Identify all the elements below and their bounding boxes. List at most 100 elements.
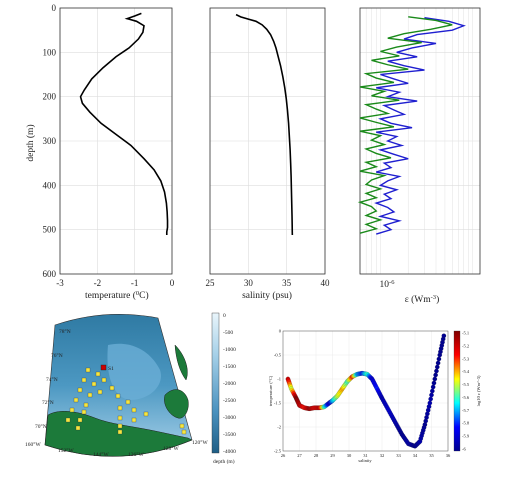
dissipation-plot-frame <box>359 7 481 275</box>
panel-temperature: -3 -2 -1 0 0 100 200 300 400 500 600 temperature … <box>25 3 175 301</box>
station-marker <box>73 397 79 403</box>
station-marker <box>91 381 97 387</box>
station-marker <box>85 367 91 373</box>
depth-y-tick: 400 <box>43 180 57 190</box>
ts-colorbar-tick: -5.7 <box>462 408 470 413</box>
map-lon-label: 128°W <box>163 445 179 452</box>
station-marker <box>69 407 75 413</box>
ts-xlabel: salinity <box>358 458 372 463</box>
ts-y-tick: 0 <box>279 329 282 334</box>
station-marker <box>95 371 101 377</box>
station-marker <box>101 377 107 383</box>
dissipation-series-green <box>357 16 453 234</box>
ts-point <box>430 384 436 390</box>
ts-point <box>433 372 438 378</box>
map-colorbar-tick: -2000 <box>223 381 236 387</box>
station-marker <box>83 402 89 408</box>
station-marker <box>117 405 123 411</box>
ts-colorbar-tick: -5.2 <box>462 343 469 348</box>
map-lat-label: 72°N <box>42 399 54 406</box>
ts-point <box>428 396 433 402</box>
station-marker <box>81 409 87 415</box>
ts-point <box>436 356 442 362</box>
depth-y-tick: 300 <box>43 136 57 146</box>
station-marker <box>109 385 115 391</box>
station-marker <box>181 429 187 435</box>
ts-x-tick: 30 <box>347 453 352 458</box>
ts-colorbar-tick: -5.1 <box>462 331 469 336</box>
depth-y-tick: 600 <box>43 269 57 279</box>
station-marker <box>131 407 137 413</box>
ts-point <box>432 376 438 382</box>
station-s1-label: S1 <box>108 366 114 372</box>
temperature-x-tick: 0 <box>170 278 175 288</box>
ts-point <box>434 368 439 374</box>
degree-superscript: 0 <box>136 290 139 297</box>
map-colorbar-tick: -500 <box>223 330 233 336</box>
station-marker <box>81 377 87 383</box>
panel-salinity: 25 30 35 40 salinity (psu) <box>206 7 331 301</box>
station-marker <box>77 387 83 393</box>
map-colorbar <box>211 312 220 454</box>
map-colorbar-label: depth (m) <box>213 458 235 465</box>
map-colorbar-tick: -2500 <box>223 398 236 404</box>
ts-colorbar-tick: -5.9 <box>462 434 470 439</box>
map-land-island <box>164 389 189 419</box>
temperature-profile-line <box>79 12 169 235</box>
map-lon-label: 136°W <box>128 451 144 458</box>
station-marker <box>77 417 83 423</box>
map-colorbar-tick: 0 <box>223 313 226 319</box>
ts-colorbar-label: log10 ε (Wm^-3) <box>476 375 481 406</box>
ts-x-tick: 29 <box>330 453 335 458</box>
station-marker <box>97 389 103 395</box>
ts-colorbar-tick: -5.6 <box>462 395 470 400</box>
map-lon-label: 160°W <box>25 441 41 448</box>
depth-y-tick: 200 <box>43 92 57 102</box>
temperature-x-tick: -3 <box>56 278 64 288</box>
ts-point <box>435 360 441 366</box>
salinity-profile-line <box>235 13 294 236</box>
ts-x-tick: 33 <box>396 453 401 458</box>
map-lat-label: 70°N <box>35 423 47 430</box>
ts-colorbar-tick: -5.3 <box>462 356 470 361</box>
salinity-x-tick: 25 <box>206 278 216 288</box>
ts-y-tick: -2 <box>277 425 281 430</box>
map-lon-label: 152°W <box>58 447 74 454</box>
station-marker <box>117 423 123 429</box>
map-colorbar-tick: -3000 <box>223 415 236 421</box>
salinity-x-tick: 40 <box>321 278 331 288</box>
panel-dissipation: 10-6 ε (Wm-3) <box>357 7 481 305</box>
ts-x-tick: 28 <box>314 453 319 458</box>
dissipation-series-blue <box>374 17 466 235</box>
ts-colorbar-tick: -5.5 <box>462 382 470 387</box>
map-colorbar-tick: -4000 <box>223 449 236 455</box>
map-colorbar-tick: -3500 <box>223 432 236 438</box>
ts-colorbar <box>453 330 461 452</box>
ts-colorbar-tick: -5.4 <box>462 369 470 374</box>
ts-point <box>430 388 435 394</box>
ts-plot-frame <box>282 330 449 452</box>
map-lon-label: 144°W <box>93 451 109 458</box>
station-marker <box>131 417 137 423</box>
ts-x-tick: 36 <box>446 453 451 458</box>
ts-point <box>429 392 434 398</box>
temperature-axis-label: temperature (0C) <box>85 290 149 302</box>
ts-point <box>427 400 433 406</box>
map-lat-label: 74°N <box>46 376 58 383</box>
station-marker <box>65 417 71 423</box>
map-colorbar-tick: -1000 <box>223 347 236 353</box>
dissipation-tick-label: 10-6 <box>380 279 396 291</box>
depth-y-tick: 0 <box>52 3 57 13</box>
depth-y-tick: 100 <box>43 47 57 57</box>
ts-ylabel: temperature (°C) <box>268 375 273 406</box>
ts-colorbar-tick: -6 <box>462 447 466 452</box>
depth-y-tick: 500 <box>43 225 57 235</box>
station-marker <box>87 392 93 398</box>
station-marker <box>115 393 121 399</box>
station-s1-marker <box>100 364 107 371</box>
ts-y-tick: -1.5 <box>274 401 282 406</box>
ts-x-tick: 35 <box>429 453 434 458</box>
ts-x-tick: 26 <box>281 453 286 458</box>
station-marker <box>75 425 81 431</box>
